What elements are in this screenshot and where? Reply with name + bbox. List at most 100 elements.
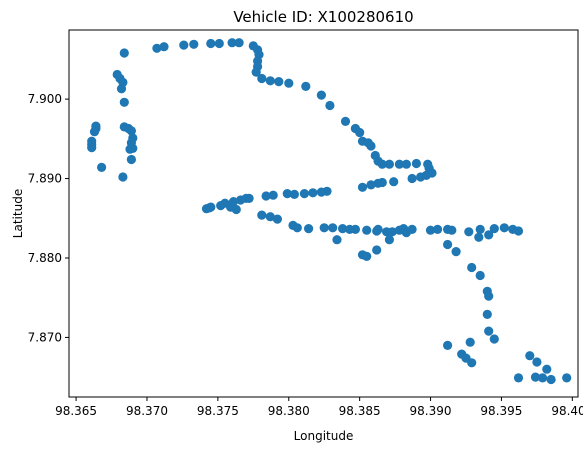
data-point xyxy=(532,357,542,367)
data-point xyxy=(474,232,484,242)
data-point xyxy=(467,262,477,273)
y-tick-label: 7.900 xyxy=(28,92,62,106)
data-point xyxy=(152,43,162,53)
x-tick-label: 98.370 xyxy=(126,404,168,418)
data-point xyxy=(332,235,342,245)
data-point xyxy=(394,159,404,169)
data-point xyxy=(513,226,524,236)
data-point xyxy=(338,224,348,234)
plot-frame xyxy=(68,29,579,398)
data-point xyxy=(308,188,318,198)
x-tick-label: 98.395 xyxy=(480,404,522,418)
data-point xyxy=(499,223,509,233)
data-point xyxy=(189,39,199,49)
data-point xyxy=(126,154,136,165)
x-tick-label: 98.365 xyxy=(55,404,97,418)
data-point xyxy=(372,245,382,255)
data-point xyxy=(489,334,499,344)
data-point xyxy=(366,141,376,151)
data-point xyxy=(179,40,189,50)
data-point xyxy=(201,204,212,214)
data-point xyxy=(234,38,244,48)
data-point xyxy=(126,126,136,136)
data-point xyxy=(304,224,314,234)
data-point xyxy=(530,372,541,382)
x-tick-label: 98.380 xyxy=(268,404,310,418)
data-point xyxy=(443,239,453,250)
data-point xyxy=(357,182,368,192)
data-point xyxy=(425,225,436,235)
data-point xyxy=(206,38,216,49)
x-axis-label: Longitude xyxy=(294,429,354,443)
data-point xyxy=(284,78,294,88)
data-point xyxy=(328,223,338,233)
data-point xyxy=(489,224,499,234)
x-tick-label: 98.385 xyxy=(339,404,381,418)
data-point xyxy=(265,76,275,86)
data-point xyxy=(373,224,383,234)
data-point xyxy=(159,42,169,52)
data-point xyxy=(542,364,552,374)
data-point xyxy=(433,224,443,234)
data-point xyxy=(257,210,267,220)
data-point xyxy=(475,270,485,281)
data-point xyxy=(484,230,494,240)
data-point xyxy=(319,223,329,233)
data-point xyxy=(251,67,261,77)
data-point xyxy=(377,159,387,169)
x-tick-label: 98.390 xyxy=(410,404,452,418)
x-axis: 98.365 98.370 98.375 98.380 98.385 98.390 98.3… xyxy=(55,397,583,418)
y-tick-label: 7.870 xyxy=(28,330,62,344)
y-tick-label: 7.890 xyxy=(28,172,62,186)
data-point xyxy=(119,48,129,58)
data-point xyxy=(416,172,426,182)
data-point xyxy=(373,178,383,188)
data-point xyxy=(316,90,326,100)
data-point xyxy=(451,247,461,257)
y-axis: 7.870 7.880 7.890 7.900 xyxy=(28,92,69,344)
data-point xyxy=(401,159,411,169)
data-point xyxy=(389,177,399,187)
data-point xyxy=(268,190,278,200)
data-point xyxy=(525,351,535,361)
data-point xyxy=(91,121,101,131)
data-point xyxy=(289,189,299,199)
data-point xyxy=(231,204,241,215)
data-point xyxy=(274,77,284,87)
data-point xyxy=(355,127,365,138)
x-tick-label: 98.375 xyxy=(197,404,239,418)
data-point xyxy=(475,224,485,234)
data-point xyxy=(214,38,224,49)
data-point xyxy=(407,173,417,184)
data-point xyxy=(261,191,271,201)
data-point xyxy=(299,189,309,199)
data-point xyxy=(236,195,246,205)
x-tick-label: 98.400 xyxy=(551,404,583,418)
data-point xyxy=(482,309,492,319)
data-point xyxy=(562,373,572,383)
data-point xyxy=(227,38,237,48)
data-point xyxy=(316,187,326,197)
data-point xyxy=(87,136,97,146)
marks-layer xyxy=(87,38,572,385)
data-point xyxy=(272,214,282,224)
data-point xyxy=(97,162,107,172)
data-point xyxy=(447,225,457,235)
data-point xyxy=(340,116,351,126)
data-point xyxy=(411,158,421,169)
data-point xyxy=(401,228,411,238)
data-point xyxy=(362,225,372,235)
y-tick-label: 7.880 xyxy=(28,251,62,265)
data-point xyxy=(484,326,494,336)
data-point xyxy=(216,201,226,211)
data-point xyxy=(265,212,275,222)
data-point xyxy=(513,373,524,383)
data-point xyxy=(467,358,477,368)
data-point xyxy=(484,291,494,301)
data-point xyxy=(301,81,311,91)
data-point xyxy=(292,223,302,233)
data-point xyxy=(119,97,129,107)
data-point xyxy=(257,73,267,84)
data-point xyxy=(443,340,453,350)
